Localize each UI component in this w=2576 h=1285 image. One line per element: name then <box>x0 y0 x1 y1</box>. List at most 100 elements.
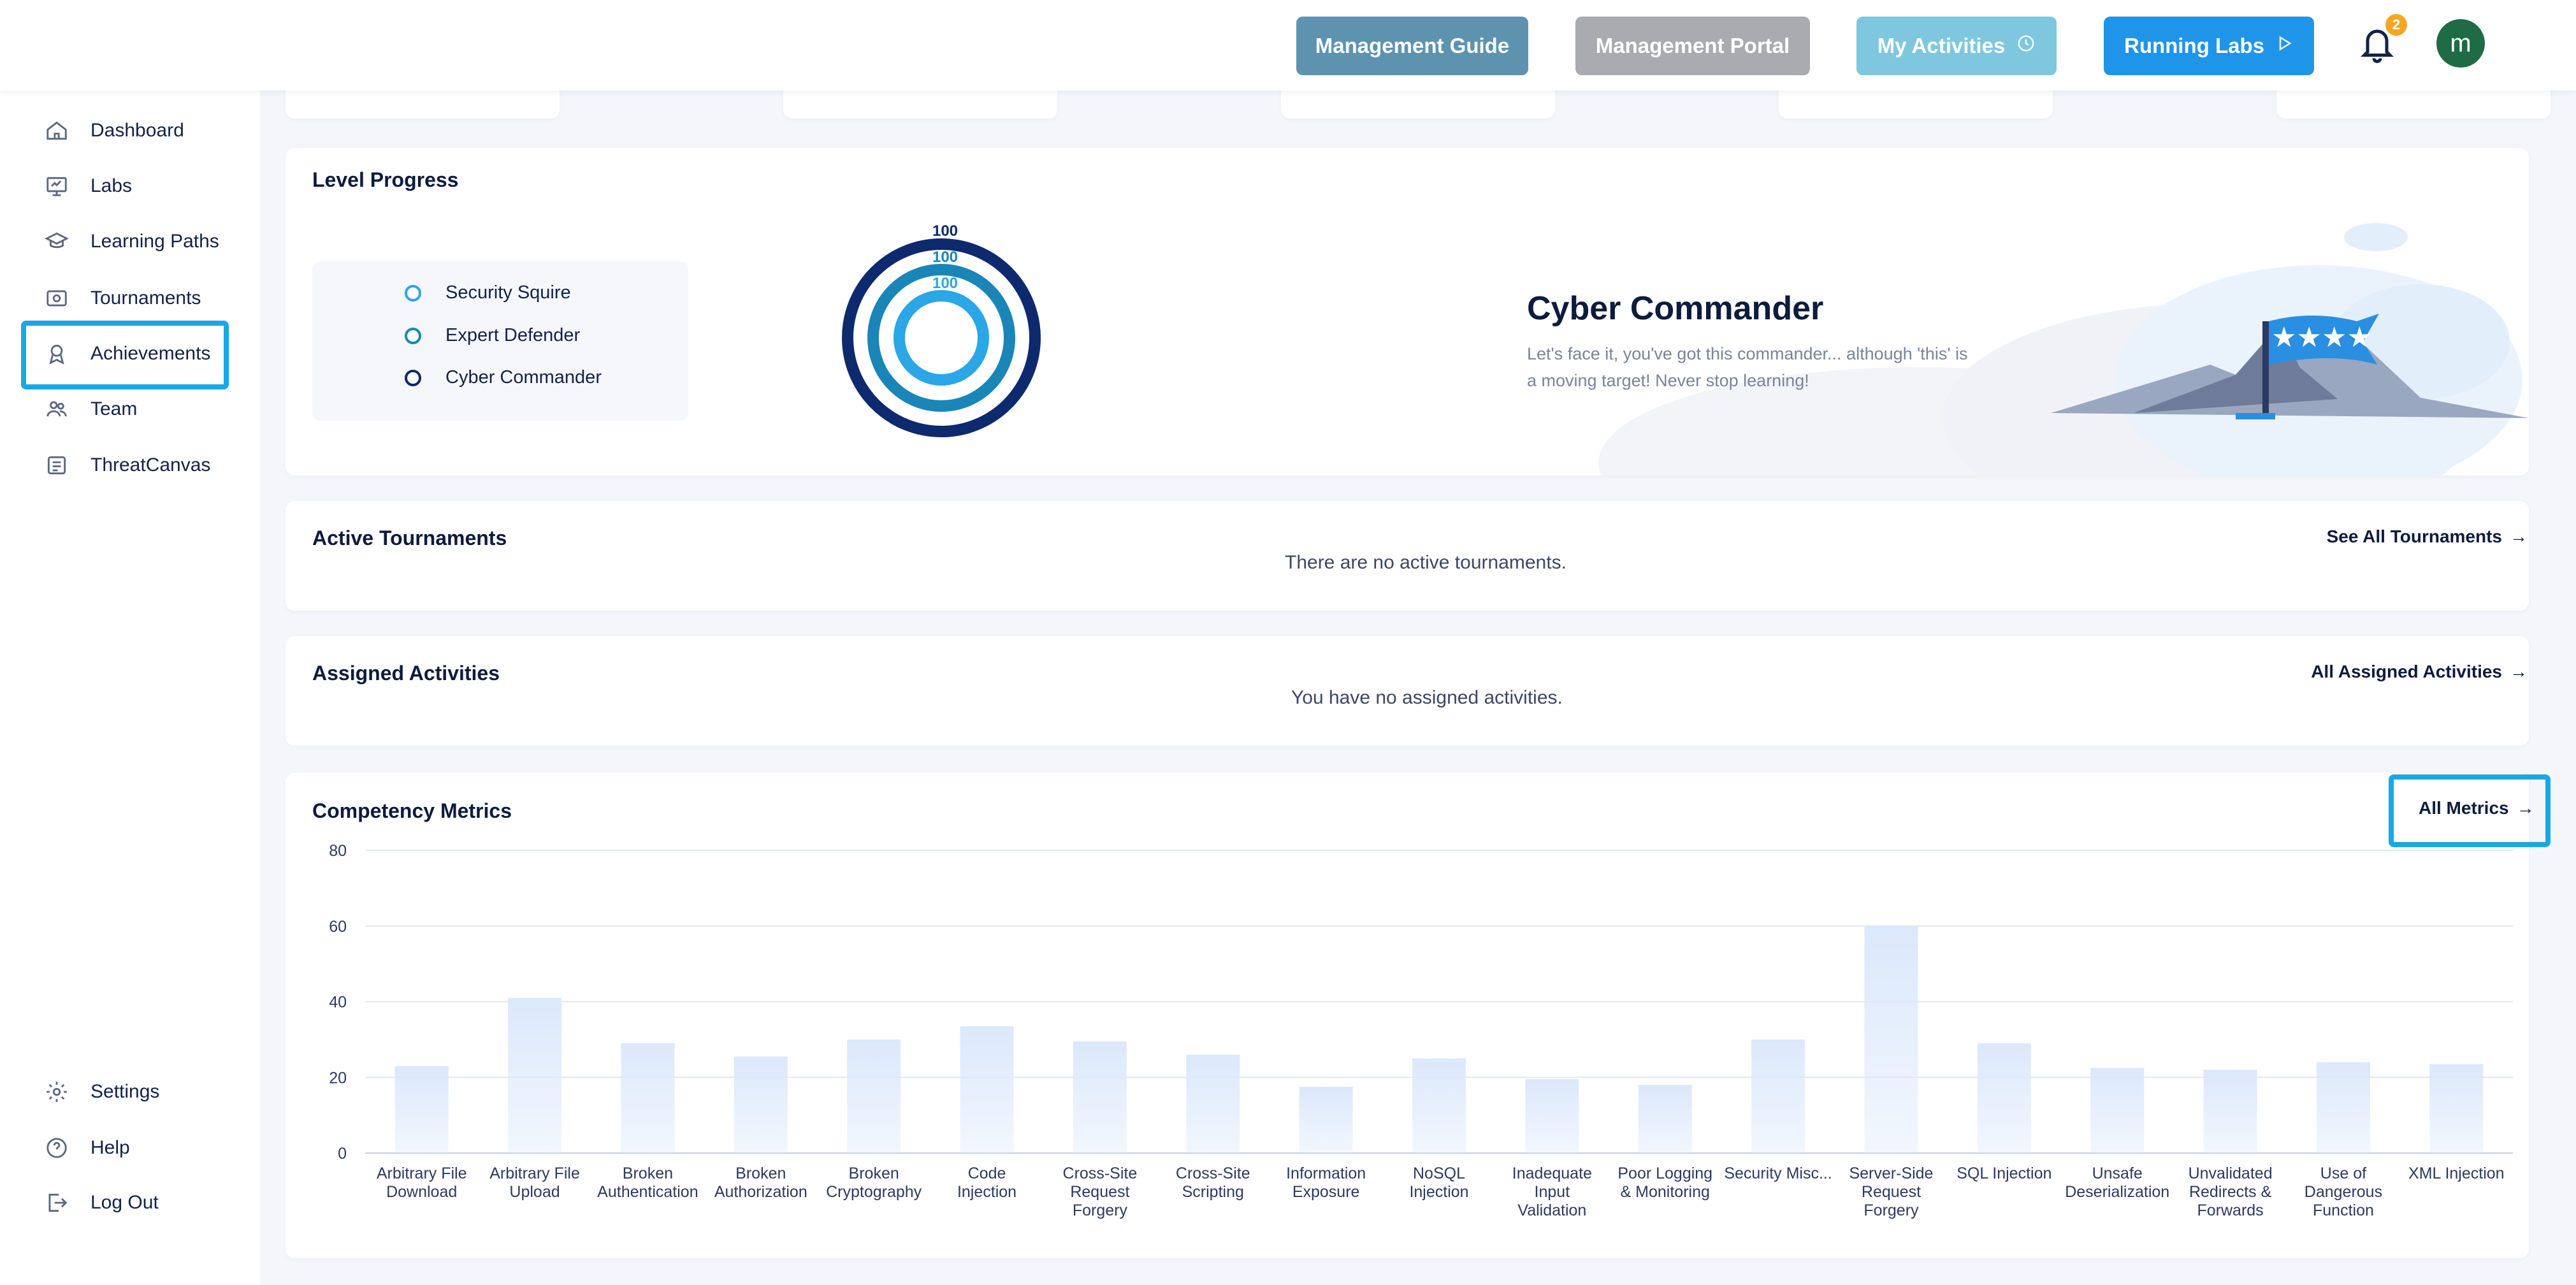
all-metrics-highlight <box>2389 774 2551 847</box>
legend-item: Security Squire <box>405 282 571 303</box>
x-tick-label: Arbitrary File Upload <box>489 1165 580 1201</box>
current-level-description: Let's face it, you've got this commander… <box>1527 344 1968 390</box>
bar[interactable] <box>1073 1041 1127 1153</box>
legend-item: Expert Defender <box>405 325 580 346</box>
sidebar-item-tournaments[interactable]: Tournaments <box>45 279 201 317</box>
sidebar <box>0 91 260 1285</box>
sidebar-item-threatcanvas[interactable]: ThreatCanvas <box>45 446 210 484</box>
x-tick-label: XML Injection <box>2408 1165 2505 1182</box>
running-labs-button[interactable]: Running Labs <box>2104 17 2314 75</box>
bell-icon[interactable] <box>2358 23 2396 65</box>
bar[interactable] <box>847 1039 901 1153</box>
level-progress-card: ★★★★ <box>286 148 2529 476</box>
bar[interactable] <box>1412 1058 1466 1153</box>
x-tick-label: Poor Logging & Monitoring <box>1617 1165 1713 1201</box>
bar[interactable] <box>621 1043 675 1153</box>
all-metrics-link[interactable]: All Metrics → <box>2419 798 2535 818</box>
ring-label-defender: 100 <box>932 249 958 266</box>
assigned-activities-card <box>286 636 2529 746</box>
avatar[interactable]: m <box>2436 19 2485 68</box>
legend-dot <box>405 327 421 344</box>
x-tick-label: SQL Injection <box>1957 1165 2052 1182</box>
bar[interactable] <box>960 1026 1014 1153</box>
bar[interactable] <box>1299 1087 1353 1153</box>
x-tick-label: Use of Dangerous Function <box>2304 1165 2383 1219</box>
x-tick-label: Unvalidated Redirects & Forwards <box>2188 1165 2273 1219</box>
monitor-icon <box>47 177 67 196</box>
clock-icon <box>2016 34 2036 58</box>
bar[interactable] <box>1638 1085 1692 1153</box>
active-tournaments-card <box>286 501 2529 611</box>
notification-badge: 2 <box>2385 14 2407 36</box>
x-tick-label: Broken Authentication <box>597 1165 698 1201</box>
y-tick-label: 80 <box>329 842 347 860</box>
sidebar-item-learning-paths[interactable]: Learning Paths <box>45 222 219 261</box>
x-tick-label: Arbitrary File Download <box>376 1165 467 1201</box>
management-portal-button[interactable]: Management Portal <box>1575 17 1810 75</box>
my-activities-button[interactable]: My Activities <box>1856 17 2057 75</box>
x-tick-label: Information Exposure <box>1286 1165 1366 1201</box>
sidebar-item-help[interactable]: Help <box>45 1129 130 1167</box>
sidebar-item-dashboard[interactable]: Dashboard <box>45 112 184 150</box>
sidebar-item-team[interactable]: Team <box>45 390 137 428</box>
y-tick-label: 60 <box>329 918 347 936</box>
help-icon <box>47 1138 67 1158</box>
bar[interactable] <box>508 998 562 1153</box>
bar[interactable] <box>2429 1064 2484 1153</box>
x-tick-label: Cross-Site Request Forgery <box>1062 1165 1138 1219</box>
bar[interactable] <box>1977 1043 2031 1153</box>
all-assigned-activities-link[interactable]: All Assigned Activities → <box>2311 662 2528 681</box>
play-icon <box>2276 34 2294 58</box>
bar[interactable] <box>1864 926 1918 1153</box>
graduation-cap-icon <box>45 232 69 249</box>
ring-expert-defender <box>867 264 1015 412</box>
x-tick-label: Cross-Site Scripting <box>1175 1165 1250 1201</box>
arrow-right-icon: → <box>2516 798 2535 818</box>
team-icon <box>47 401 67 417</box>
sidebar-item-settings[interactable]: Settings <box>45 1073 159 1111</box>
ring-cyber-commander <box>842 238 1041 437</box>
legend-dot <box>405 284 421 301</box>
bar[interactable] <box>2316 1062 2370 1154</box>
x-tick-label: NoSQL Injection <box>1409 1165 1469 1201</box>
level-rings-chart: 100 100 100 <box>842 222 1041 437</box>
ring-label-commander: 100 <box>932 222 958 240</box>
bar[interactable] <box>734 1056 788 1153</box>
management-guide-button[interactable]: Management Guide <box>1296 17 1528 75</box>
gear-icon <box>47 1082 67 1102</box>
top-bar: Management Guide Management Portal My Ac… <box>0 0 2576 91</box>
current-level-title: Cyber Commander <box>1527 290 1824 327</box>
svg-text:★★★★: ★★★★ <box>2271 321 2372 354</box>
achievements-highlight <box>21 321 229 389</box>
level-progress-title: Level Progress <box>312 168 459 191</box>
bar[interactable] <box>394 1066 449 1153</box>
x-tick-label: Broken Authorization <box>714 1165 807 1201</box>
mountain-flag-illustration: ★★★★ <box>1598 223 2529 476</box>
tournament-icon <box>47 290 67 307</box>
arrow-right-icon: → <box>2510 526 2528 546</box>
sidebar-item-labs[interactable]: Labs <box>45 167 132 205</box>
y-tick-label: 40 <box>329 994 347 1012</box>
bar[interactable] <box>2203 1070 2257 1153</box>
bar[interactable] <box>2090 1068 2145 1153</box>
bar[interactable] <box>1751 1039 1805 1153</box>
x-tick-label: Unsafe Deserialization <box>2065 1165 2170 1201</box>
see-all-tournaments-link[interactable]: See All Tournaments → <box>2326 526 2528 546</box>
home-icon <box>47 121 67 140</box>
legend-item: Cyber Commander <box>405 367 602 388</box>
no-activities-message: You have no assigned activities. <box>1291 687 1563 708</box>
level-legend: Security Squire Expert Defender Cyber Co… <box>312 261 688 421</box>
bar[interactable] <box>1525 1079 1579 1153</box>
arrow-right-icon: → <box>2510 662 2528 681</box>
sidebar-item-logout[interactable]: Log Out <box>45 1184 159 1222</box>
y-tick-label: 0 <box>338 1145 347 1163</box>
x-tick-label: Broken Cryptography <box>826 1165 922 1201</box>
x-tick-label: Security Misc... <box>1724 1165 1832 1182</box>
competency-metrics-card <box>286 773 2529 1258</box>
no-tournaments-message: There are no active tournaments. <box>1285 552 1567 573</box>
sidebar-item-achievements[interactable]: Achievements <box>45 335 210 373</box>
ring-label-squire: 100 <box>932 275 958 292</box>
bar[interactable] <box>1186 1054 1240 1153</box>
canvas-icon <box>47 456 66 475</box>
y-tick-label: 20 <box>329 1069 347 1087</box>
